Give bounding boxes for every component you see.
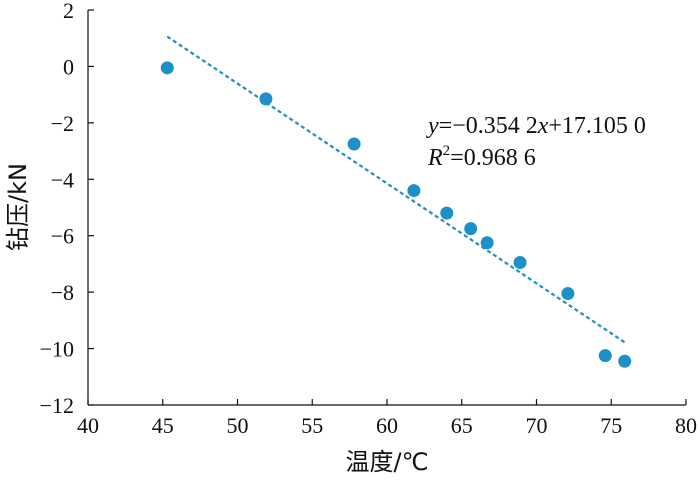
data-points — [160, 61, 632, 368]
r-squared-exponent: 2 — [443, 143, 451, 159]
equation-coefficient: =−0.354 2 — [439, 113, 538, 139]
x-tick-label: 50 — [227, 413, 249, 438]
x-tick-label: 80 — [675, 413, 697, 438]
data-point — [480, 236, 494, 250]
data-point — [464, 222, 478, 236]
regression-equation: y=−0.354 2x+17.105 0 — [426, 113, 646, 139]
x-tick-label: 70 — [526, 413, 548, 438]
data-point — [160, 61, 174, 75]
x-axis-title: 温度/℃ — [345, 448, 428, 476]
data-point — [347, 137, 361, 151]
y-tick-label: −10 — [40, 337, 74, 362]
y-axis-ticks: −12 −10 −8 −6 −4 −2 0 2 — [40, 0, 94, 418]
y-tick-label: 2 — [63, 0, 74, 23]
y-tick-label: 0 — [63, 54, 74, 79]
x-tick-label: 60 — [376, 413, 398, 438]
y-tick-label: −4 — [51, 167, 74, 192]
data-point — [513, 256, 527, 270]
y-tick-label: −6 — [51, 224, 74, 249]
x-tick-label: 65 — [451, 413, 473, 438]
y-tick-label: −8 — [51, 280, 74, 305]
equation-intercept: +17.105 0 — [548, 113, 646, 139]
equation-x-var: x — [537, 113, 549, 139]
r-squared-value: =0.968 6 — [450, 145, 536, 171]
data-point — [561, 287, 575, 301]
data-point — [618, 354, 632, 368]
x-tick-label: 40 — [77, 413, 99, 438]
y-tick-label: −2 — [51, 111, 74, 136]
y-axis-title: 钻压/kN — [4, 163, 32, 251]
x-tick-label: 75 — [600, 413, 622, 438]
r-squared-label: R2=0.968 6 — [427, 143, 536, 171]
trendline — [166, 35, 626, 344]
x-tick-label: 55 — [301, 413, 323, 438]
data-point — [440, 206, 454, 220]
data-point — [598, 349, 612, 363]
r-squared-var: R — [427, 145, 443, 171]
data-point — [407, 184, 421, 198]
trendline-layer — [166, 35, 626, 344]
equation-y-var: y — [426, 113, 439, 139]
data-point — [259, 92, 273, 106]
x-axis-ticks: 40 45 50 55 60 65 70 75 80 — [77, 399, 697, 438]
y-tick-label: −12 — [40, 393, 74, 418]
x-tick-label: 45 — [152, 413, 174, 438]
plot-area — [87, 10, 686, 406]
